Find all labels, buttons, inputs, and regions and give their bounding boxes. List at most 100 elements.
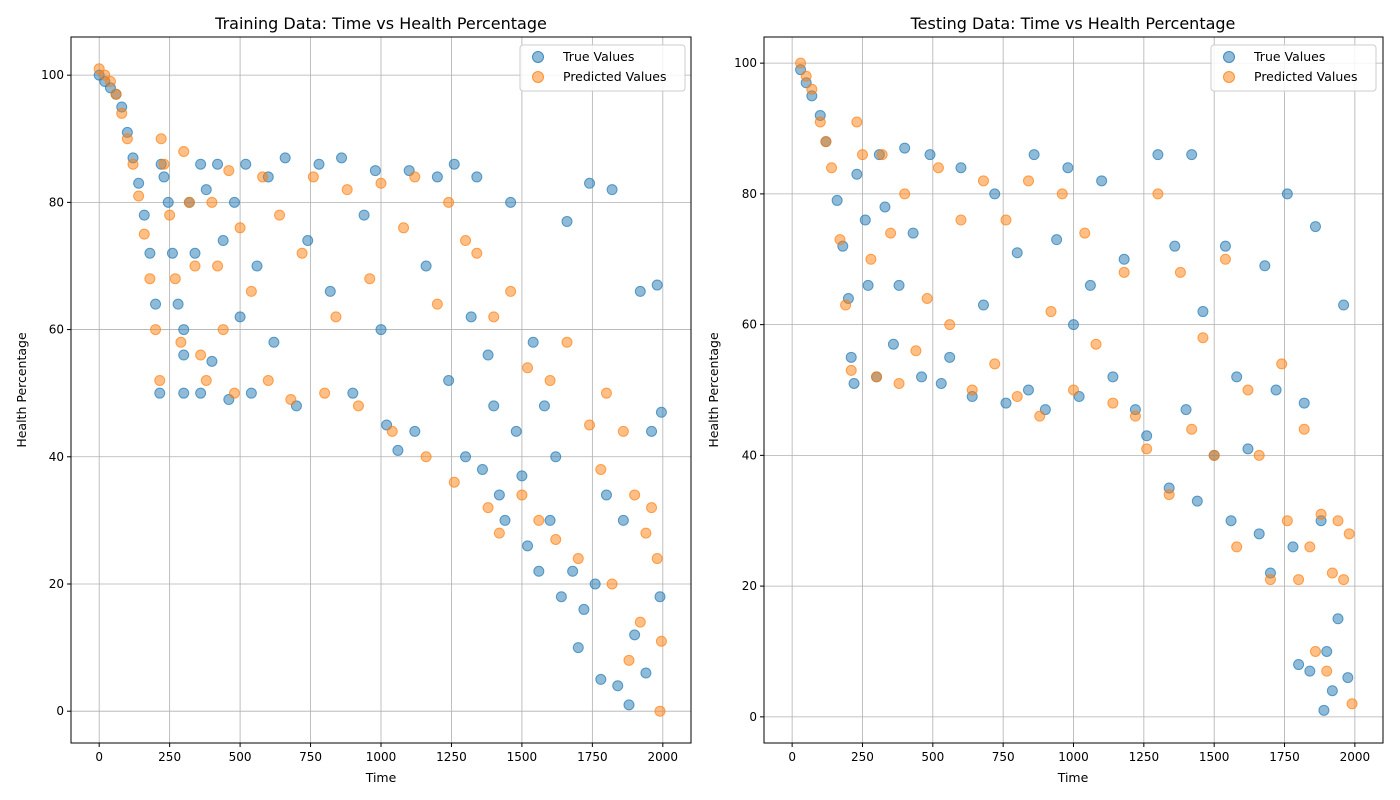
training-predicted-value-point	[234, 222, 246, 234]
training-predicted-value-point	[319, 387, 331, 399]
training-predicted-value-point	[623, 654, 635, 666]
testing-true-value-point	[1028, 149, 1040, 161]
testing-chart-panel: Testing Data: Time vs Health Percentage …	[706, 14, 1384, 785]
training-true-value-point	[567, 565, 579, 577]
training-predicted-value-point	[617, 425, 629, 437]
training-predicted-value-point	[544, 374, 556, 386]
training-predicted-value-point	[352, 400, 364, 412]
training-x-tick-label: 1250	[436, 750, 467, 764]
training-true-value-point	[584, 177, 596, 189]
training-true-value-point	[612, 680, 624, 692]
training-true-value-point	[392, 444, 404, 456]
training-true-value-point	[654, 591, 666, 603]
training-true-value-point	[443, 374, 455, 386]
testing-y-axis-label: Health Percentage	[706, 332, 721, 448]
training-predicted-value-point	[330, 311, 342, 323]
training-predicted-value-point	[409, 171, 421, 183]
testing-y-tick-label: 80	[742, 187, 757, 201]
training-predicted-value-point	[164, 209, 176, 221]
testing-predicted-value-point	[851, 116, 863, 128]
training-true-value-point	[302, 235, 314, 247]
training-predicted-value-point	[522, 362, 534, 374]
training-true-value-point	[347, 387, 359, 399]
testing-predicted-value-point	[1264, 574, 1276, 586]
training-true-value-point	[178, 387, 190, 399]
testing-y-tick-label: 100	[734, 56, 757, 70]
testing-predicted-value-point	[1022, 175, 1034, 187]
testing-true-value-point	[1326, 685, 1338, 697]
training-true-value-point	[595, 673, 607, 685]
training-legend: True Values Predicted Values	[519, 44, 686, 92]
training-predicted-value-point	[206, 196, 218, 208]
training-true-value-point	[245, 387, 257, 399]
training-true-value-point	[279, 152, 291, 164]
training-true-value-point	[646, 425, 658, 437]
testing-true-value-point	[893, 279, 905, 291]
testing-predicted-value-point	[899, 188, 911, 200]
training-true-value-point	[172, 298, 184, 310]
testing-points	[795, 57, 1358, 716]
testing-true-value-point	[1068, 319, 1079, 331]
training-true-value-point	[617, 514, 629, 526]
testing-predicted-value-point	[1231, 541, 1243, 553]
testing-predicted-value-point	[1253, 449, 1265, 461]
testing-predicted-value-point	[910, 345, 922, 357]
testing-axis-ticks: 0 250 500 750 1000 1250 1500 1750 2000 0 20 40 60 80 1…	[734, 56, 1370, 764]
testing-predicted-value-point	[885, 227, 897, 239]
training-predicted-value-point	[274, 209, 286, 221]
testing-legend-true-marker	[1223, 51, 1235, 63]
testing-true-value-point	[1180, 404, 1192, 416]
training-predicted-value-point	[175, 336, 187, 348]
training-x-tick-label: 1000	[366, 750, 397, 764]
training-true-value-point	[200, 184, 212, 196]
training-true-value-point	[240, 158, 252, 170]
testing-true-value-point	[907, 227, 919, 239]
testing-true-value-point	[1342, 672, 1354, 684]
training-predicted-value-point	[189, 260, 201, 272]
testing-predicted-value-point	[1163, 489, 1175, 501]
training-predicted-value-point	[572, 553, 584, 565]
training-predicted-value-point	[443, 196, 455, 208]
training-chart-panel: Training Data: Time vs Health Percentage…	[14, 14, 692, 785]
training-true-value-point	[178, 349, 190, 361]
training-true-value-point	[533, 565, 545, 577]
training-true-value-point	[358, 209, 370, 221]
testing-true-value-point	[924, 149, 936, 161]
testing-predicted-value-point	[955, 214, 967, 226]
testing-true-value-point	[1011, 247, 1023, 259]
training-true-value-point	[578, 603, 590, 615]
training-predicted-value-point	[420, 451, 432, 463]
testing-true-value-point	[887, 338, 899, 350]
training-predicted-value-point	[460, 235, 472, 247]
training-y-tick-label: 80	[49, 195, 64, 209]
testing-true-value-point	[831, 194, 843, 206]
training-predicted-value-point	[600, 387, 612, 399]
training-true-value-point	[522, 540, 534, 552]
training-true-value-point	[369, 165, 381, 177]
training-predicted-value-point	[195, 349, 207, 361]
training-true-value-point	[158, 171, 170, 183]
training-true-value-point	[640, 667, 652, 679]
testing-true-value-point	[1304, 665, 1316, 677]
testing-predicted-value-point	[1174, 266, 1186, 278]
testing-predicted-value-point	[845, 364, 857, 376]
training-predicted-value-point	[223, 165, 235, 177]
training-x-tick-label: 2000	[648, 750, 679, 764]
testing-true-value-point	[1242, 443, 1254, 455]
training-true-value-point	[527, 336, 539, 348]
training-x-tick-label: 0	[95, 750, 103, 764]
training-predicted-value-point	[144, 273, 156, 285]
testing-true-value-point	[1270, 384, 1282, 396]
training-predicted-value-point	[655, 635, 667, 647]
training-predicted-value-point	[127, 158, 139, 170]
training-true-value-point	[476, 464, 488, 476]
training-predicted-value-point	[493, 527, 505, 539]
testing-legend-pred-label: Predicted Values	[1254, 69, 1358, 84]
training-legend-pred-label: Predicted Values	[563, 69, 667, 84]
training-y-tick-label: 0	[56, 704, 64, 718]
testing-predicted-value-point	[932, 162, 944, 174]
testing-true-value-point	[955, 162, 967, 174]
testing-predicted-value-point	[1197, 332, 1209, 344]
training-predicted-value-point	[584, 419, 596, 431]
testing-true-value-point	[1321, 645, 1333, 657]
